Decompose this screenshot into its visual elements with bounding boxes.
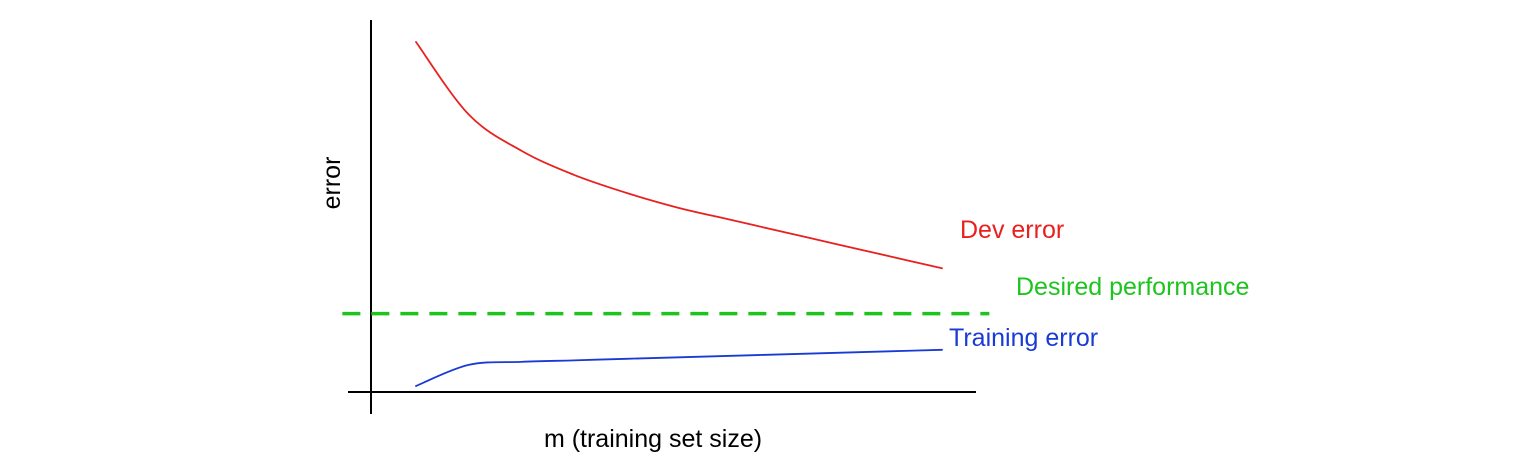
desired-performance-label: Desired performance	[1016, 273, 1249, 301]
training-error-label: Training error	[949, 324, 1098, 352]
y-axis-title: error	[318, 157, 346, 210]
series-label-layer: Dev error Desired performance Training err…	[949, 216, 1249, 352]
x-axis-title: m (training set size)	[544, 425, 762, 453]
dev-error-curve	[415, 41, 943, 270]
series-layer	[342, 41, 990, 387]
training-error-curve	[415, 348, 943, 387]
dev-error-label: Dev error	[960, 216, 1064, 244]
